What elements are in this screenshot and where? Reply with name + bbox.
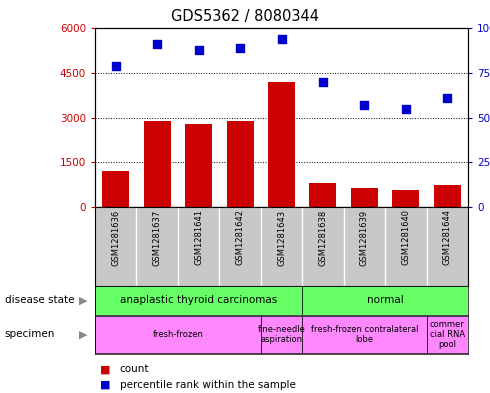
Point [402, 106, 410, 112]
Bar [310, 183, 337, 207]
Text: ▶: ▶ [78, 296, 87, 305]
Point [319, 79, 327, 85]
Bar [268, 82, 295, 207]
Bar [434, 185, 461, 207]
Text: GSM1281637: GSM1281637 [153, 209, 162, 266]
Point [195, 47, 202, 53]
Point [112, 63, 120, 69]
Text: GSM1281644: GSM1281644 [443, 209, 452, 265]
Text: fresh-frozen contralateral
lobe: fresh-frozen contralateral lobe [311, 325, 418, 344]
Text: GSM1281640: GSM1281640 [401, 209, 410, 265]
Text: GSM1281638: GSM1281638 [318, 209, 327, 266]
Bar [302, 286, 468, 314]
Bar [392, 190, 419, 207]
Text: GSM1281636: GSM1281636 [111, 209, 120, 266]
Bar [144, 121, 171, 207]
Bar [102, 171, 129, 207]
Text: ▶: ▶ [78, 329, 87, 340]
Text: GSM1281642: GSM1281642 [236, 209, 245, 265]
Bar [261, 316, 302, 353]
Text: percentile rank within the sample: percentile rank within the sample [120, 380, 295, 390]
Bar [95, 286, 302, 314]
Bar [226, 121, 253, 207]
Text: GSM1281643: GSM1281643 [277, 209, 286, 266]
Bar [185, 124, 212, 207]
Text: disease state: disease state [5, 296, 74, 305]
Bar [95, 316, 261, 353]
Bar [351, 188, 378, 207]
Bar [426, 316, 468, 353]
Text: specimen: specimen [5, 329, 55, 340]
Text: commer
cial RNA
pool: commer cial RNA pool [430, 320, 465, 349]
Point [443, 95, 451, 101]
Text: anaplastic thyroid carcinomas: anaplastic thyroid carcinomas [120, 296, 277, 305]
Text: GSM1281639: GSM1281639 [360, 209, 369, 266]
Text: fresh-frozen: fresh-frozen [152, 330, 203, 339]
Text: GSM1281641: GSM1281641 [194, 209, 203, 265]
Text: fine-needle
aspiration: fine-needle aspiration [258, 325, 305, 344]
Point [236, 45, 244, 51]
Bar [302, 316, 426, 353]
Text: ■: ■ [100, 364, 110, 375]
Text: ■: ■ [100, 380, 110, 390]
Point [153, 41, 161, 48]
Point [361, 102, 368, 108]
Point [277, 36, 285, 42]
Text: normal: normal [367, 296, 403, 305]
Text: GDS5362 / 8080344: GDS5362 / 8080344 [171, 9, 319, 24]
Text: count: count [120, 364, 149, 375]
